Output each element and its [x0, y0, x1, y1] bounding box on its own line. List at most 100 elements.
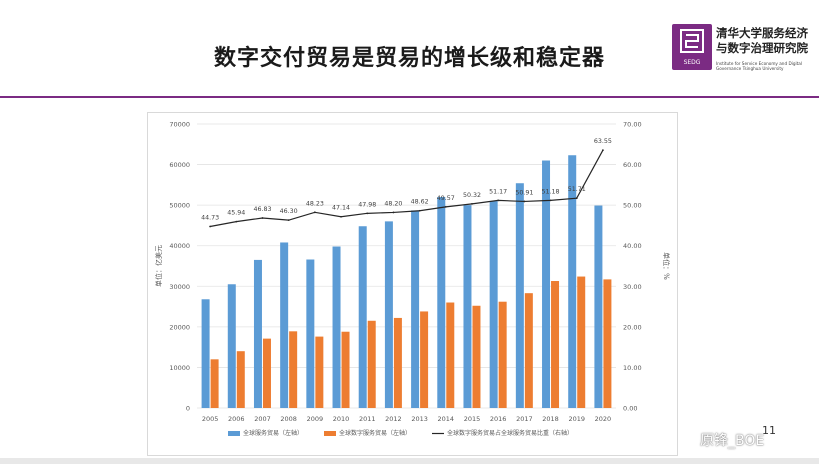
bar-service-trade — [253, 259, 262, 408]
title-divider — [0, 96, 819, 98]
y-left-tick-label: 40000 — [169, 242, 190, 250]
org-name-english: Institute for Service Economy and Digita… — [716, 61, 803, 71]
line-point — [261, 217, 264, 219]
x-tick-label: 2010 — [333, 415, 350, 423]
logo-mark-icon — [680, 29, 704, 53]
bar-service-trade — [515, 183, 524, 408]
bar-service-trade — [489, 201, 498, 408]
x-tick-label: 2014 — [438, 415, 455, 423]
x-tick-label: 2008 — [280, 415, 297, 423]
y-right-tick-label: 10.00 — [623, 364, 642, 372]
bar-digital-service-trade — [420, 311, 429, 408]
line-point — [497, 199, 500, 202]
data-label-share: 48.23 — [306, 200, 324, 207]
bar-digital-service-trade — [367, 320, 376, 408]
data-label-share: 44.73 — [201, 215, 219, 222]
x-tick-label: 2009 — [307, 415, 324, 423]
sedg-logo: SEDG — [672, 24, 712, 70]
legend-label-digital-trade: 全球数字服务贸易（左轴） — [339, 429, 411, 437]
legend-label-service-trade: 全球服务贸易（左轴） — [243, 429, 303, 437]
line-point — [471, 202, 473, 205]
logo-badge-text: SEDG — [683, 59, 701, 66]
y-left-tick-label: 50000 — [169, 202, 190, 210]
line-digital-share — [209, 149, 604, 228]
line-point — [392, 211, 395, 214]
y-left-tick-label: 20000 — [169, 323, 190, 331]
data-label-share: 48.62 — [411, 199, 429, 206]
bar-service-trade — [411, 210, 420, 408]
y-left-tick-label: 30000 — [169, 283, 190, 291]
y-right-tick-label: 20.00 — [623, 323, 642, 331]
y-right-tick-label: 40.00 — [623, 242, 642, 250]
y-left-axis-title: 单位：亿美元 — [154, 245, 163, 287]
data-label-share: 63.55 — [594, 138, 612, 145]
x-tick-label: 2012 — [385, 415, 402, 423]
bar-digital-service-trade — [236, 351, 245, 408]
line-point — [549, 199, 552, 202]
legend-swatch-digital-trade — [324, 431, 336, 436]
bar-digital-service-trade — [603, 279, 612, 408]
x-tick-label: 2011 — [359, 415, 376, 423]
y-left-tick-label: 10000 — [169, 364, 190, 372]
line-point — [366, 212, 369, 215]
data-label-share: 47.14 — [332, 205, 350, 212]
line-point — [340, 215, 342, 218]
org-name: 清华大学服务经济 与数字治理研究院 — [716, 26, 816, 56]
line-point — [235, 220, 238, 223]
x-tick-label: 2020 — [595, 415, 612, 423]
y-right-tick-label: 50.00 — [623, 202, 642, 210]
data-label-share: 51.71 — [568, 186, 586, 193]
bar-digital-service-trade — [341, 331, 350, 408]
x-tick-label: 2018 — [542, 415, 559, 423]
data-label-share: 50.32 — [463, 192, 481, 199]
x-tick-label: 2017 — [516, 415, 533, 423]
bar-digital-service-trade — [472, 305, 481, 408]
chart-frame: 0 0.00 10000 10.00 20000 20.00 30000 30.00 40000… — [147, 112, 678, 456]
bottom-bar — [0, 458, 819, 464]
y-right-axis-title: 单位：% — [662, 252, 671, 280]
line-point — [523, 200, 526, 203]
x-tick-label: 2016 — [490, 415, 507, 423]
data-label-share: 48.20 — [384, 200, 402, 207]
bar-service-trade — [306, 259, 315, 408]
slide-title: 数字交付贸易是贸易的增长级和稳定器 — [213, 46, 605, 71]
x-tick-label: 2019 — [568, 415, 585, 423]
y-right-tick-label: 60.00 — [623, 161, 642, 169]
x-tick-label: 2007 — [254, 415, 271, 423]
legend-label-share: 全球数字服务贸易占全球服务贸易比重（右轴） — [447, 429, 573, 437]
bar-digital-service-trade — [577, 276, 586, 408]
data-label-share: 45.94 — [227, 210, 245, 217]
bar-service-trade — [358, 226, 367, 408]
bar-service-trade — [280, 242, 289, 408]
bar-digital-service-trade — [498, 301, 507, 408]
data-label-share: 51.18 — [542, 188, 560, 195]
bar-digital-service-trade — [446, 302, 455, 408]
line-point — [209, 225, 211, 228]
bar-digital-service-trade — [393, 317, 402, 408]
data-label-share: 51.17 — [489, 188, 507, 195]
y-right-tick-label: 0.00 — [623, 405, 637, 413]
bar-service-trade — [227, 284, 236, 408]
x-tick-label: 2005 — [202, 415, 219, 423]
y-right-tick-label: 30.00 — [623, 283, 642, 291]
org-name-line2: 与数字治理研究院 — [716, 41, 808, 55]
y-left-tick-label: 60000 — [169, 161, 190, 169]
watermark: 原锋_BOE — [700, 433, 765, 449]
page-number: 11 — [762, 424, 776, 437]
bar-digital-service-trade — [315, 336, 324, 408]
bar-service-trade — [542, 160, 551, 408]
data-label-share: 49.57 — [437, 195, 455, 202]
bar-digital-service-trade — [524, 293, 533, 408]
line-point — [444, 205, 447, 208]
bar-service-trade — [384, 221, 393, 408]
y-right-tick-label: 70.00 — [623, 121, 642, 129]
bar-service-trade — [463, 205, 472, 408]
x-tick-label: 2013 — [411, 415, 428, 423]
bar-digital-service-trade — [262, 338, 271, 408]
line-point — [575, 197, 578, 200]
y-left-tick-label: 0 — [186, 405, 190, 413]
trade-chart: 0 0.00 10000 10.00 20000 20.00 30000 30.00 40000… — [154, 121, 671, 438]
bar-digital-service-trade — [210, 359, 219, 408]
line-point — [287, 219, 290, 222]
line-point — [602, 149, 604, 152]
